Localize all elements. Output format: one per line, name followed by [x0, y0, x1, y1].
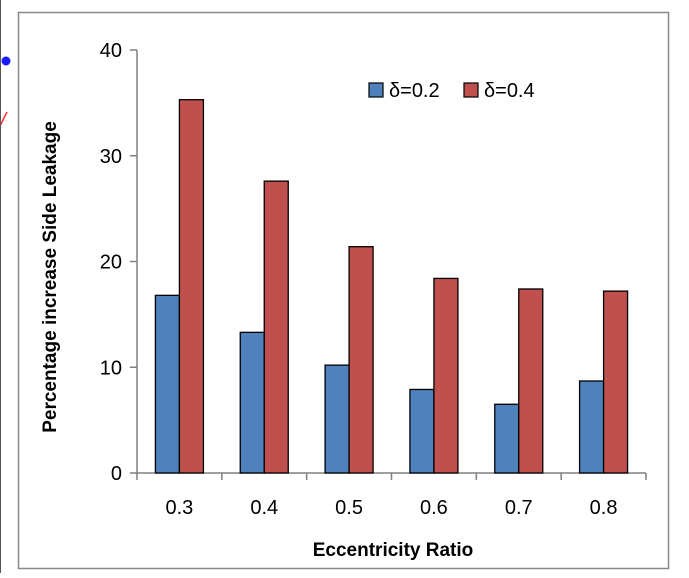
- bar-series-1: [494, 403, 520, 474]
- y-tick-label: 0: [111, 463, 122, 485]
- edge-marker-dot: [1, 56, 11, 66]
- bar-series-2: [518, 288, 544, 474]
- bar-series-2: [263, 180, 289, 474]
- edge-marker-line: [0, 111, 8, 127]
- bar-series-1: [239, 331, 265, 474]
- legend-swatch-series-1: [368, 82, 384, 98]
- x-axis-title: Eccentricity Ratio: [313, 540, 474, 561]
- x-tick-label: 0.7: [505, 497, 533, 519]
- legend-swatch-series-2: [463, 82, 479, 98]
- bar-series-1: [578, 380, 605, 474]
- legend-label-series-1: δ=0.2: [389, 80, 440, 102]
- legend: δ=0.2 δ=0.4: [368, 80, 535, 102]
- chart-frame: [17, 11, 670, 570]
- y-tick-label: 20: [100, 252, 122, 274]
- bar-series-2: [348, 246, 374, 474]
- y-tick-label: 30: [100, 146, 122, 168]
- bar-series-1: [324, 364, 350, 474]
- bar-series-2: [178, 99, 205, 474]
- bar-series-1: [154, 294, 181, 474]
- y-tick-label: 40: [100, 40, 122, 62]
- x-tick-label: 0.4: [250, 497, 278, 519]
- bar-series-1: [409, 388, 435, 474]
- bar-series-2: [602, 290, 629, 474]
- x-tick-label: 0.6: [420, 497, 448, 519]
- legend-label-series-2: δ=0.4: [484, 80, 535, 102]
- x-tick-label: 0.8: [590, 497, 618, 519]
- x-tick-label: 0.3: [166, 497, 194, 519]
- y-tick-label: 10: [100, 357, 122, 379]
- plot-area: 0 10 20 30 40 0.3 0.4 0.5 0.6 0.7 0.8: [100, 40, 647, 519]
- x-tick-label: 0.5: [335, 497, 363, 519]
- bar-series-2: [433, 277, 459, 474]
- y-axis-title: Percentage increase Side Leakage: [40, 121, 61, 433]
